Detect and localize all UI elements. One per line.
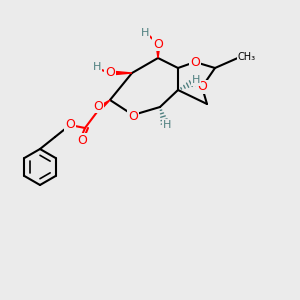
Text: O: O [93, 100, 103, 112]
Text: O: O [105, 67, 115, 80]
Text: H: H [93, 62, 101, 72]
Polygon shape [99, 100, 110, 110]
Polygon shape [156, 44, 160, 58]
Text: O: O [153, 38, 163, 50]
Text: O: O [190, 56, 200, 68]
Text: H: H [192, 75, 200, 85]
Text: O: O [77, 134, 87, 146]
Text: O: O [65, 118, 75, 131]
Text: O: O [128, 110, 138, 122]
Polygon shape [110, 71, 132, 75]
Text: H: H [163, 120, 171, 130]
Text: H: H [141, 28, 149, 38]
Text: O: O [197, 80, 207, 94]
Text: CH₃: CH₃ [238, 52, 256, 62]
